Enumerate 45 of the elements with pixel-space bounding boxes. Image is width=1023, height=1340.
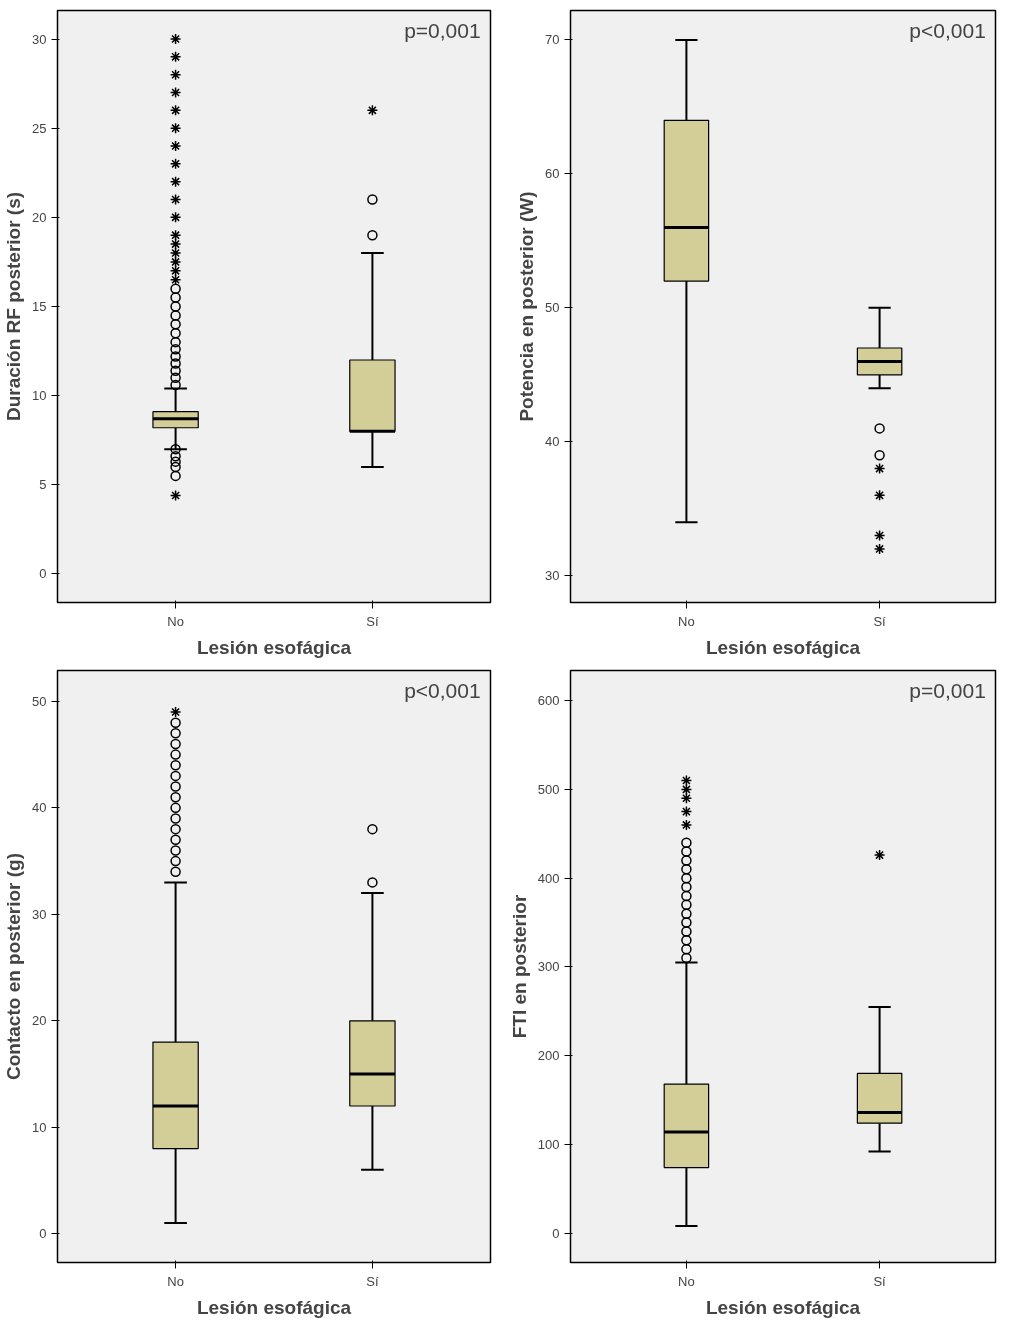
annotation: p=0,001 bbox=[404, 18, 481, 42]
y-tick-label: 25 bbox=[32, 120, 47, 136]
y-tick-label: 0 bbox=[552, 1225, 560, 1241]
y-axis-title: Contacto en posterior (g) bbox=[3, 853, 25, 1080]
y-tick-label: 10 bbox=[32, 388, 47, 404]
annotation: p<0,001 bbox=[404, 678, 481, 702]
y-tick-label: 0 bbox=[39, 566, 47, 582]
y-tick-label: 200 bbox=[537, 1048, 560, 1064]
x-axis-title: Lesión esofágica bbox=[196, 1296, 352, 1318]
x-tick-label: No bbox=[167, 613, 184, 629]
y-axis-title: Duración RF posterior (s) bbox=[3, 191, 25, 422]
y-tick-label: 5 bbox=[39, 477, 47, 493]
x-tick-label: No bbox=[678, 613, 695, 629]
y-tick-label: 500 bbox=[537, 781, 560, 797]
y-tick-label: 0 bbox=[39, 1226, 47, 1242]
y-tick-label: 15 bbox=[32, 299, 47, 314]
y-tick-label: 100 bbox=[537, 1136, 560, 1152]
y-tick-label: 30 bbox=[32, 906, 47, 922]
y-tick-label: 300 bbox=[537, 959, 560, 975]
y-tick-label: 10 bbox=[32, 1119, 47, 1135]
y-tick-label: 40 bbox=[32, 800, 47, 816]
y-tick-label: 50 bbox=[32, 693, 47, 709]
x-tick-label: Sí bbox=[873, 613, 887, 629]
x-axis-title: Lesión esofágica bbox=[705, 636, 861, 658]
y-axis-title: FTI en posterior bbox=[508, 894, 530, 1039]
x-axis-title: Lesión esofágica bbox=[705, 1296, 861, 1318]
y-tick-label: 60 bbox=[545, 166, 560, 182]
y-tick-label: 50 bbox=[545, 300, 560, 316]
y-tick-label: 400 bbox=[537, 870, 560, 886]
y-tick-label: 20 bbox=[32, 1013, 47, 1029]
y-tick-label: 40 bbox=[545, 434, 560, 450]
annotation: p=0,001 bbox=[909, 678, 986, 702]
y-tick-label: 20 bbox=[32, 209, 47, 225]
x-tick-label: No bbox=[167, 1273, 184, 1289]
annotation: p<0,001 bbox=[909, 18, 986, 42]
x-tick-label: Sí bbox=[366, 1273, 379, 1289]
y-tick-label: 30 bbox=[545, 568, 560, 584]
x-axis-title: Lesión esofágica bbox=[196, 636, 352, 658]
y-tick-label: 70 bbox=[545, 32, 560, 48]
x-tick-label: Sí bbox=[366, 613, 379, 629]
x-tick-label: No bbox=[678, 1273, 695, 1289]
y-tick-label: 600 bbox=[537, 693, 560, 709]
y-tick-label: 30 bbox=[32, 31, 47, 47]
x-tick-label: Sí bbox=[873, 1273, 887, 1289]
y-axis-title: Potencia en posterior (W) bbox=[516, 191, 538, 422]
